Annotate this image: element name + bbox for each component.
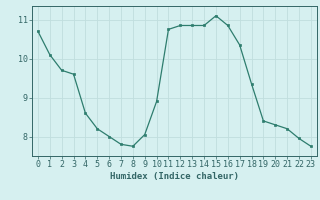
X-axis label: Humidex (Indice chaleur): Humidex (Indice chaleur) (110, 172, 239, 181)
